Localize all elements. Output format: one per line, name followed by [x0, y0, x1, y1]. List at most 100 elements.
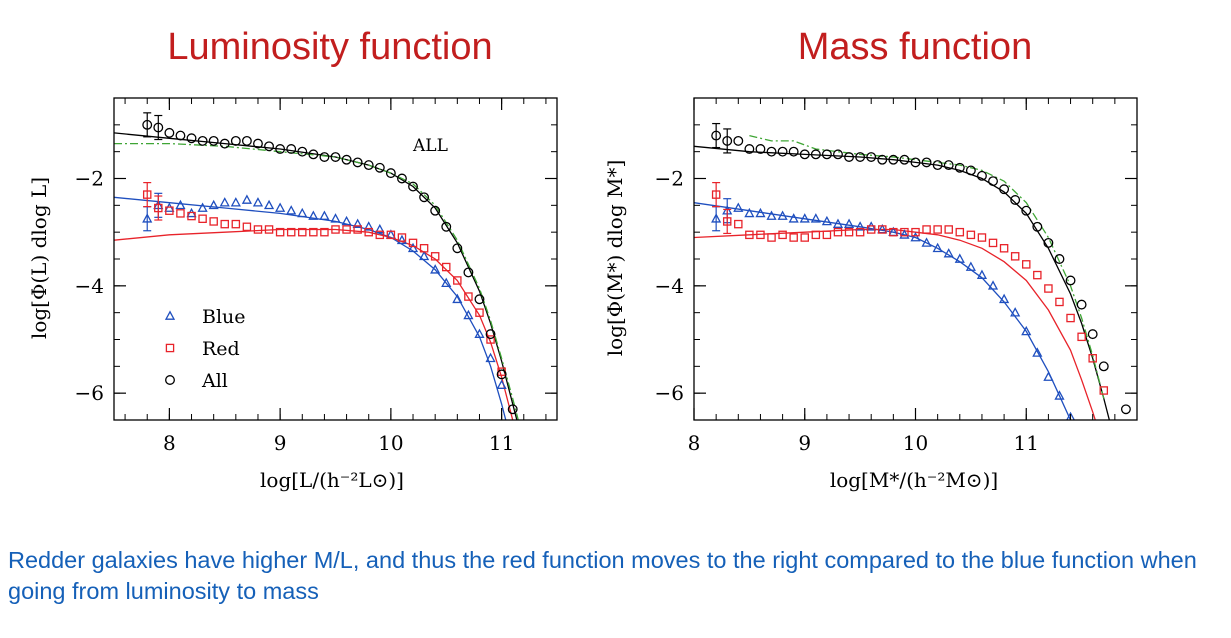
left-blue-point — [474, 328, 485, 338]
left-blue-point — [374, 223, 385, 234]
left-red-point — [231, 219, 241, 229]
right-all-point — [954, 162, 965, 173]
left-blue-point — [197, 202, 208, 212]
left-all-point — [219, 138, 230, 149]
right-all-point — [833, 149, 843, 160]
right-red-point — [977, 233, 987, 242]
right-all-point — [844, 152, 855, 162]
left-blue-point — [308, 210, 319, 220]
right-red-point — [800, 233, 810, 242]
right-red-point — [844, 227, 854, 237]
left-red-point — [430, 252, 440, 261]
left-xlabel: log[L/(h⁻²L⊙)] — [260, 468, 404, 492]
left-all-point — [419, 192, 430, 203]
left-all-point — [496, 369, 507, 380]
left-all-point — [164, 127, 175, 138]
left-x-tick-label: 8 — [163, 431, 176, 455]
right-blue-point — [954, 253, 965, 263]
right-fit-line-0 — [694, 202, 1072, 420]
right-blue-point — [943, 248, 954, 258]
right-all-point — [888, 154, 899, 165]
left-fit-line-2 — [114, 132, 518, 420]
right-red-point — [889, 227, 898, 237]
left-all-point — [330, 152, 341, 162]
right-fit-line-3 — [749, 134, 1105, 399]
right-all-point — [1076, 299, 1087, 310]
right-red-point — [1022, 260, 1031, 269]
right-x-tick-label: 11 — [1014, 431, 1039, 455]
right-blue-point — [910, 231, 921, 242]
left-all-point — [308, 149, 319, 160]
right-all-point — [977, 170, 987, 181]
left-red-point — [364, 227, 373, 237]
left-y-tick-label: −6 — [75, 381, 104, 405]
right-blue-point — [766, 210, 777, 220]
right-all-point — [810, 149, 821, 160]
left-red-point — [475, 308, 484, 317]
left-all-point — [408, 181, 418, 192]
left-blue-point — [208, 199, 219, 210]
left-all-point — [452, 243, 463, 254]
right-blue-point — [799, 213, 810, 223]
left-x-tick-label: 9 — [274, 431, 287, 455]
left-blue-point — [363, 221, 374, 231]
right-y-tick-label: −4 — [655, 274, 684, 298]
luminosity-function-title: Luminosity function — [167, 26, 493, 68]
left-blue-point — [297, 207, 308, 218]
legend-all-marker — [165, 375, 175, 385]
left-all-point — [197, 135, 208, 146]
left-all-point — [385, 168, 396, 179]
right-all-point — [988, 176, 998, 187]
left-red-point — [275, 227, 285, 237]
all-annotation: ALL — [412, 136, 448, 156]
right-blue-point — [1054, 390, 1065, 400]
right-red-point — [944, 225, 953, 234]
right-red-point — [778, 230, 787, 240]
right-blue-point — [987, 280, 999, 290]
left-red-point — [397, 233, 407, 242]
left-blue-point — [241, 194, 252, 204]
left-all-point — [352, 157, 363, 168]
left-blue-point — [463, 309, 474, 320]
right-blue-point — [843, 218, 855, 228]
right-blue-point — [755, 207, 766, 218]
right-all-point — [1065, 275, 1076, 286]
right-all-point — [1120, 404, 1131, 415]
left-blue-point — [219, 197, 230, 207]
right-blue-point — [744, 207, 755, 218]
left-blue-point — [319, 210, 330, 220]
right-red-point — [711, 190, 721, 199]
right-all-point — [910, 157, 921, 168]
right-red-point — [833, 227, 843, 237]
right-red-point — [745, 230, 754, 240]
left-blue-point — [252, 197, 264, 207]
right-blue-point — [932, 242, 943, 253]
right-all-point — [1032, 221, 1043, 232]
right-blue-point — [777, 210, 788, 220]
left-blue-point — [330, 213, 341, 223]
left-red-point — [408, 238, 418, 248]
left-blue-point — [496, 379, 507, 389]
left-all-point — [175, 130, 186, 141]
legend-blue-marker — [164, 310, 176, 320]
left-blue-point — [430, 264, 441, 274]
right-x-tick-label: 9 — [798, 431, 811, 455]
left-blue-point — [286, 205, 297, 215]
right-x-tick-label: 10 — [903, 431, 928, 455]
right-blue-point — [1010, 307, 1021, 317]
left-red-point — [386, 230, 396, 240]
right-all-point — [866, 152, 877, 162]
left-all-point — [507, 404, 518, 415]
right-plot-frame — [693, 97, 1138, 421]
left-red-point — [187, 211, 196, 221]
left-y-tick-label: −2 — [75, 167, 104, 191]
right-red-point — [1088, 354, 1097, 363]
left-red-point — [176, 209, 185, 218]
right-all-point — [999, 184, 1010, 195]
right-plot-area — [694, 122, 1131, 420]
right-blue-point — [855, 221, 866, 231]
left-all-point — [463, 267, 474, 278]
left-blue-point — [142, 213, 153, 223]
left-red-point — [453, 276, 462, 285]
right-ylabel: log[Φ(M*) dlog M*] — [603, 160, 627, 357]
